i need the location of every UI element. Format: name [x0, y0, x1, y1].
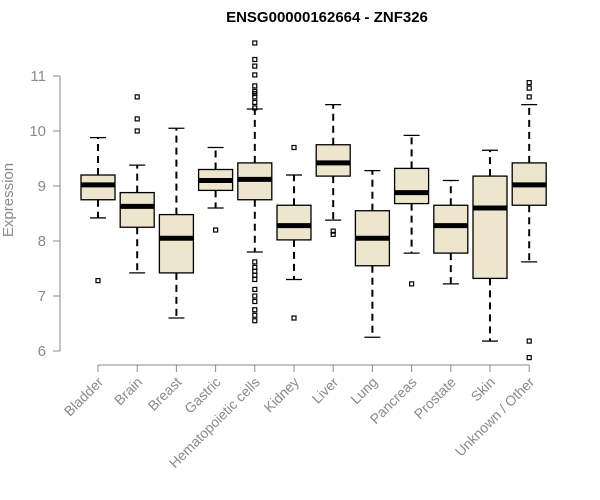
outlier-point — [134, 94, 140, 100]
iqr-box — [158, 213, 195, 274]
x-tick-label: Kidney — [261, 374, 303, 416]
outlier-point — [291, 144, 297, 151]
iqr-box — [472, 175, 508, 280]
outlier-point — [252, 83, 258, 89]
outlier-point — [252, 105, 258, 111]
x-tick-label: Liver — [309, 374, 342, 407]
outlier-point — [252, 298, 258, 305]
box-group — [315, 103, 351, 237]
y-tick-label: 11 — [30, 68, 46, 85]
outlier-point — [526, 85, 532, 91]
x-tick-label: Breast — [145, 374, 185, 414]
chart-title: ENSG00000162664 - ZNF326 — [226, 9, 428, 26]
y-axis: 6 7 8 9 10 11 — [29, 68, 61, 360]
outlier-point — [526, 338, 532, 344]
outlier-point — [252, 286, 258, 292]
outlier-point — [252, 307, 258, 313]
outlier-point — [526, 79, 532, 86]
outlier-point — [409, 281, 415, 287]
box-group — [354, 169, 391, 338]
outlier-point — [252, 99, 258, 106]
outlier-point — [252, 312, 258, 318]
box-group — [472, 149, 508, 342]
iqr-box — [276, 204, 312, 241]
x-tick-label: Bladder — [61, 374, 107, 420]
outlier-point — [330, 228, 336, 234]
iqr-box — [119, 191, 155, 228]
boxes-layer — [80, 40, 547, 361]
x-tick-label: Brain — [111, 374, 145, 408]
y-tick-label: 10 — [29, 123, 46, 140]
outlier-point — [252, 276, 258, 283]
box-group — [119, 94, 155, 274]
outlier-point — [213, 227, 219, 233]
outlier-point — [95, 278, 101, 284]
iqr-box — [393, 167, 430, 205]
outlier-point — [526, 355, 532, 361]
outlier-point — [134, 128, 140, 134]
y-tick-label: 9 — [38, 178, 46, 195]
outlier-point — [252, 88, 258, 95]
box-group — [197, 146, 234, 233]
y-tick-label: 7 — [38, 288, 46, 305]
y-axis-label: Expression — [0, 163, 17, 237]
outlier-point — [330, 231, 336, 237]
outlier-point — [252, 56, 258, 63]
y-tick-label: 8 — [38, 233, 46, 250]
outlier-point — [252, 259, 258, 265]
box-group — [433, 179, 469, 285]
outlier-point — [252, 94, 258, 100]
outlier-point — [252, 318, 258, 324]
box-group — [393, 134, 430, 287]
outlier-point — [134, 116, 140, 122]
outlier-point — [526, 94, 532, 100]
x-tick-label: Skin — [468, 374, 499, 405]
iqr-box — [433, 204, 469, 254]
outlier-point — [252, 40, 258, 46]
box-group — [276, 144, 312, 321]
outlier-point — [252, 264, 258, 270]
box-group — [80, 136, 116, 284]
outlier-point — [252, 293, 258, 299]
outlier-point — [291, 315, 297, 321]
box-group — [511, 79, 547, 361]
box-group — [237, 40, 273, 324]
outlier-point — [252, 63, 258, 69]
outlier-point — [252, 72, 258, 78]
x-tick-label: Prostate — [411, 374, 459, 422]
box-group — [158, 127, 195, 319]
x-tick-label: Lung — [347, 374, 380, 407]
y-tick-label: 6 — [38, 343, 46, 360]
